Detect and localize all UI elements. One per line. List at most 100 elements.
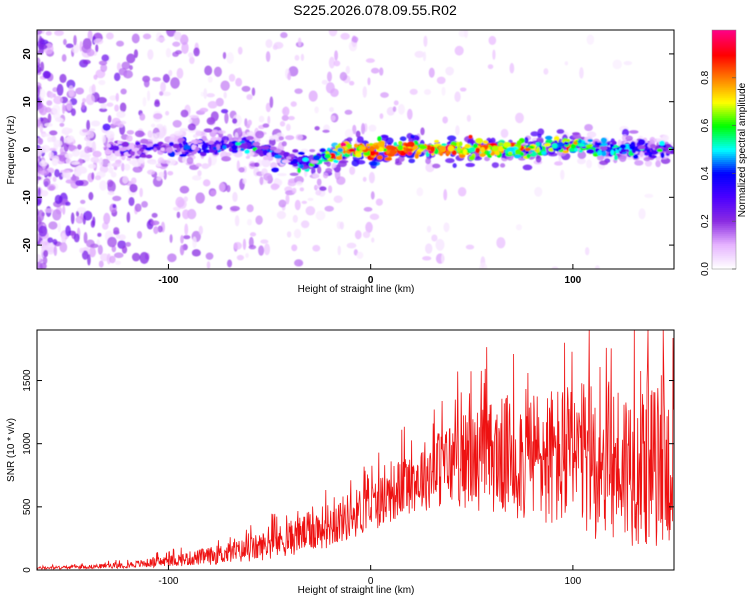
colorbar-step <box>712 197 736 200</box>
spectrogram-noise-cell <box>586 131 597 138</box>
spectrogram-cell <box>65 179 75 184</box>
spectrogram-noise-cell <box>131 252 141 262</box>
spectrogram-noise-cell <box>128 196 135 206</box>
spectrogram-noise-cell <box>107 190 115 196</box>
colorbar-step <box>712 223 736 226</box>
spectrogram-noise-cell <box>134 203 142 213</box>
spectrogram-noise-cell <box>329 107 334 113</box>
colorbar-step <box>712 205 736 208</box>
spectrogram-y-tick-label: 10 <box>22 96 33 108</box>
spectrogram-noise-cell <box>235 77 243 87</box>
spectrogram-noise-cell <box>579 67 584 79</box>
spectrogram-ridge-cell <box>355 152 362 158</box>
spectrogram-noise-cell <box>260 239 269 244</box>
spectrogram-ridge-cell <box>214 141 221 145</box>
spectrogram-noise-cell <box>86 48 95 57</box>
spectrogram-cell <box>65 157 72 165</box>
spectrogram-ridge-cell <box>292 149 299 153</box>
spectrogram-cell <box>84 155 91 162</box>
spectrogram-cell <box>292 187 297 194</box>
spectrogram-noise-cell <box>321 79 328 85</box>
colorbar-step <box>712 53 736 57</box>
spectrogram-cell <box>245 155 250 159</box>
spectrogram-noise-cell <box>37 199 42 205</box>
colorbar-step <box>712 119 736 123</box>
spectrogram-noise-cell <box>226 52 234 64</box>
spectrogram-noise-cell <box>398 103 405 115</box>
spectrogram-noise-cell <box>129 65 133 71</box>
spectrogram-noise-cell <box>261 158 271 168</box>
spectrogram-noise-cell <box>465 244 475 250</box>
spectrogram-ridge-cell <box>468 146 476 153</box>
spectrogram-ridge-cell <box>119 147 128 152</box>
colorbar-step <box>712 99 736 103</box>
spectrogram-cell <box>662 134 670 142</box>
colorbar-step <box>712 101 736 105</box>
colorbar-step <box>712 195 736 198</box>
spectrogram-ridge-cell <box>117 140 122 145</box>
spectrogram-ridge-cell <box>438 145 446 152</box>
spectrogram-ridge-cell <box>333 159 339 164</box>
spectrogram-noise-cell <box>152 77 161 82</box>
spectrogram-ridge-cell <box>121 141 130 148</box>
spectrogram-noise-cell <box>594 265 600 269</box>
colorbar-step <box>712 261 736 264</box>
spectrogram-cell <box>619 155 627 163</box>
colorbar-tick-label: 0.8 <box>700 70 711 84</box>
spectrogram-noise-cell <box>249 232 257 237</box>
spectrogram-noise-cell <box>344 128 354 139</box>
spectrogram-noise-cell <box>159 91 164 96</box>
spectrogram-ridge-cell <box>419 145 427 150</box>
spectrogram-noise-cell <box>38 225 48 237</box>
spectrogram-cell <box>410 134 415 139</box>
colorbar-step <box>712 215 736 218</box>
spectrogram-noise-cell <box>44 208 54 213</box>
spectrogram-ridge-cell <box>222 145 227 150</box>
spectrogram-ridge-cell <box>346 143 352 149</box>
spectrogram-noise-cell <box>65 225 71 237</box>
spectrogram-cell <box>232 118 238 124</box>
spectrogram-noise-cell <box>455 125 460 136</box>
colorbar-step <box>712 65 736 69</box>
spectrogram-noise-cell <box>267 115 271 125</box>
spectrogram-ridge-cell <box>297 151 305 155</box>
colorbar-step <box>712 141 736 145</box>
spectrogram-cell <box>105 130 115 139</box>
colorbar-step <box>712 111 736 115</box>
snr-y-ticks: 0 500 1000 1500 <box>22 369 674 573</box>
spectrogram-cell <box>316 178 322 186</box>
colorbar-frame <box>711 29 737 270</box>
spectrogram-cell <box>279 121 286 127</box>
spectrogram-ridge-cell <box>310 160 319 164</box>
spectrogram-noise-cell <box>113 252 124 259</box>
spectrogram-noise-cell <box>62 205 66 215</box>
spectrogram-cell <box>368 161 378 166</box>
spectrogram-ridge-cell <box>526 153 531 159</box>
spectrogram-noise-cell <box>560 169 565 180</box>
spectrogram-noise-cell <box>42 256 48 265</box>
colorbar-step <box>712 115 736 119</box>
spectrogram-noise-cell <box>59 147 64 155</box>
spectrogram-ridge-cell <box>543 143 551 147</box>
spectrogram-noise-cell <box>69 91 76 97</box>
spectrogram-noise-cell <box>222 52 227 60</box>
spectrogram-noise-cell <box>90 220 95 228</box>
spectrogram-noise-cell <box>87 30 93 41</box>
spectrogram-ridge-cell <box>263 155 269 161</box>
colorbar-step <box>712 123 736 127</box>
spectrogram-noise-cell <box>305 205 316 216</box>
spectrogram-noise-cell <box>121 61 131 70</box>
colorbar-step <box>712 177 736 180</box>
spectrogram-cell <box>147 130 153 138</box>
colorbar-step <box>712 203 736 206</box>
spectrogram-noise-cell <box>246 218 252 226</box>
spectrogram-cell <box>331 162 337 169</box>
spectrogram-cell <box>385 137 394 145</box>
spectrogram-noise-cell <box>106 32 114 40</box>
spectrogram-ridge-cell <box>376 155 383 160</box>
spectrogram-noise-cell <box>370 67 380 74</box>
spectrogram-ridge-cell <box>398 140 403 146</box>
spectrogram-noise-cell <box>216 204 223 210</box>
spectrogram-noise-cell <box>425 162 435 173</box>
spectrogram-cell <box>188 118 193 124</box>
